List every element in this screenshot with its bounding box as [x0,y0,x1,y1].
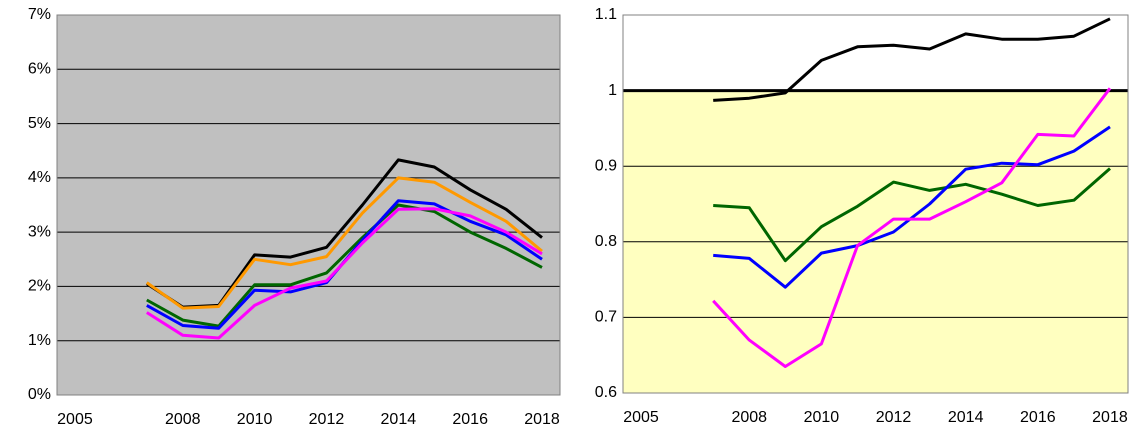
y-tick-label: 1.1 [595,6,617,23]
y-tick-label: 0.9 [595,157,617,174]
x-tick-label: 2016 [452,411,488,428]
series-line [145,207,543,340]
x-tick-label: 2010 [804,409,840,426]
y-tick-label: 1 [608,82,617,99]
x-tick-label: 2012 [309,411,345,428]
x-tick-label: 2008 [165,411,201,428]
y-tick-label: 0.7 [595,309,617,326]
x-tick-label: 2016 [1020,409,1056,426]
y-tick-label: 2% [28,278,51,295]
y-tick-label: 5% [28,115,51,132]
x-tick-label: 2014 [948,409,984,426]
y-tick-label: 0.8 [595,233,617,250]
plot-border [56,14,561,396]
y-tick-label: 3% [28,223,51,240]
x-tick-label: 2014 [381,411,417,428]
y-tick-label: 1% [28,332,51,349]
y-tick-label: 0.6 [595,384,617,401]
y-tick-label: 6% [28,61,51,78]
y-tick-label: 0% [28,386,51,403]
x-tick-label: 2005 [623,409,659,426]
x-tick-label: 2018 [524,411,560,428]
series-line [145,176,543,310]
y-tick-label: 7% [28,6,51,23]
series-line [713,167,1111,263]
series-line [146,203,543,328]
plot-border [622,14,1129,394]
x-tick-label: 2005 [57,411,93,428]
x-tick-label: 2018 [1092,409,1128,426]
plot-background [57,15,560,395]
series-line [713,17,1111,102]
y-tick-label: 4% [28,169,51,186]
series-line [712,87,1112,368]
x-tick-label: 2012 [876,409,912,426]
x-tick-label: 2008 [731,409,767,426]
x-tick-label: 2010 [237,411,273,428]
